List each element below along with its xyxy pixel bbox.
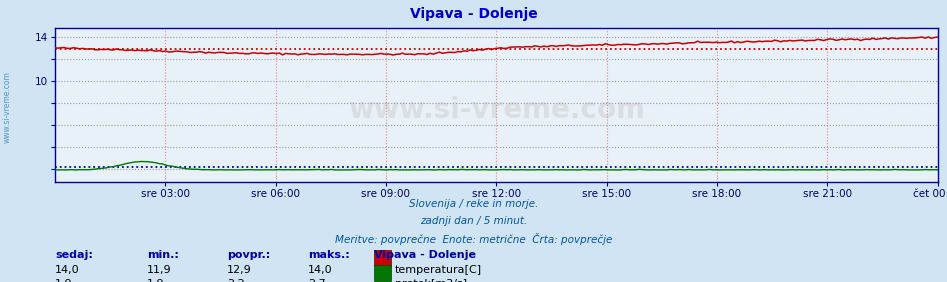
- Text: zadnji dan / 5 minut.: zadnji dan / 5 minut.: [420, 216, 527, 226]
- Text: sedaj:: sedaj:: [55, 250, 93, 259]
- Text: pretok[m3/s]: pretok[m3/s]: [395, 279, 467, 282]
- Text: 2,2: 2,2: [227, 279, 245, 282]
- Text: Vipava - Dolenje: Vipava - Dolenje: [374, 250, 476, 259]
- Text: min.:: min.:: [147, 250, 179, 259]
- Text: 12,9: 12,9: [227, 265, 252, 274]
- Text: 1,9: 1,9: [55, 279, 73, 282]
- Text: 2,7: 2,7: [308, 279, 326, 282]
- Text: 14,0: 14,0: [308, 265, 332, 274]
- Text: Slovenija / reke in morje.: Slovenija / reke in morje.: [409, 199, 538, 209]
- Text: Vipava - Dolenje: Vipava - Dolenje: [410, 7, 537, 21]
- Text: www.si-vreme.com: www.si-vreme.com: [348, 96, 645, 124]
- Text: www.si-vreme.com: www.si-vreme.com: [3, 71, 12, 143]
- Text: 14,0: 14,0: [55, 265, 80, 274]
- Text: temperatura[C]: temperatura[C]: [395, 265, 482, 274]
- Text: povpr.:: povpr.:: [227, 250, 271, 259]
- Text: maks.:: maks.:: [308, 250, 349, 259]
- Text: Meritve: povprečne  Enote: metrične  Črta: povprečje: Meritve: povprečne Enote: metrične Črta:…: [335, 233, 612, 245]
- Text: 11,9: 11,9: [147, 265, 171, 274]
- Text: 1,9: 1,9: [147, 279, 165, 282]
